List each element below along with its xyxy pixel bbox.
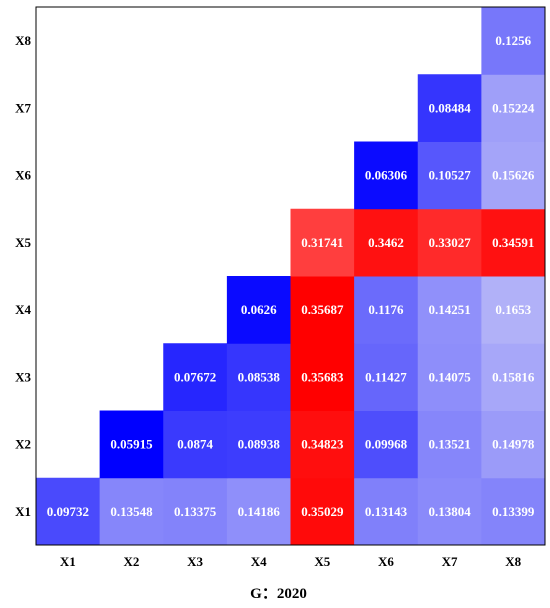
cell-value-label: 0.13375 — [174, 504, 217, 519]
cell-value-label: 0.1653 — [495, 302, 531, 317]
heatmap-cell-x8-x5 — [481, 208, 546, 277]
x-axis-label: G：2020 — [250, 586, 307, 602]
cell-value-label: 0.3462 — [368, 235, 404, 250]
y-tick-label: X1 — [15, 504, 31, 519]
cell-value-label: 0.09968 — [365, 437, 408, 452]
cell-value-label: 0.13399 — [492, 504, 535, 519]
y-tick-label: X7 — [15, 100, 31, 115]
heatmap-cell-x6-x3 — [354, 343, 419, 411]
cell-value-label: 0.15816 — [492, 369, 535, 384]
cell-value-label: 0.09732 — [47, 504, 89, 519]
cell-value-label: 0.13548 — [110, 504, 153, 519]
heatmap-cell-x3-x1 — [163, 477, 228, 546]
cell-value-label: 0.33027 — [428, 235, 471, 250]
plot-frame — [35, 6, 546, 546]
cell-value-label: 0.14186 — [238, 504, 281, 519]
x-tick-label: X5 — [314, 554, 330, 569]
x-tick-label: X1 — [60, 554, 76, 569]
cell-value-label: 0.14075 — [428, 369, 471, 384]
heatmap-cell-x5-x1 — [290, 477, 355, 546]
x-tick-label: X4 — [251, 554, 267, 569]
cell-value-label: 0.31741 — [301, 235, 343, 250]
heatmap-cell-x8-x4 — [481, 276, 546, 344]
heatmap-cell-x5-x4 — [290, 276, 355, 344]
heatmap-cell-x7-x1 — [417, 477, 482, 546]
heatmap-cell-x6-x4 — [354, 276, 419, 344]
cell-value-label: 0.08484 — [428, 100, 471, 115]
y-tick-label: X4 — [15, 302, 31, 317]
x-tick-label: X2 — [123, 554, 139, 569]
cell-value-label: 0.10527 — [428, 168, 471, 183]
cell-value-label: 0.14978 — [492, 437, 535, 452]
heatmap-cell-x5-x2 — [290, 410, 355, 479]
x-tick-label: X7 — [442, 554, 458, 569]
heatmap-cell-x8-x6 — [481, 141, 546, 210]
heatmap-cell-x7-x6 — [417, 141, 482, 210]
heatmap-cell-x8-x2 — [481, 410, 546, 479]
cell-value-label: 0.11427 — [365, 369, 407, 384]
cell-value-label: 0.13143 — [365, 504, 408, 519]
cell-value-label: 0.15626 — [492, 168, 535, 183]
x-axis-ticks: X1 X2 X3 X4 X5 X6 X7 X8 — [60, 554, 522, 569]
heatmap-cell-x3-x2 — [163, 410, 228, 479]
heatmap-cell-x6-x6 — [354, 141, 419, 210]
cell-value-label: 0.35683 — [301, 369, 344, 384]
heatmap-cell-labels: 0.09732 0.13548 0.13375 0.14186 0.35029 0.131… — [47, 33, 535, 519]
heatmap-cell-x4-x2 — [226, 410, 291, 479]
cell-value-label: 0.08938 — [238, 437, 281, 452]
heatmap-cell-x7-x5 — [417, 208, 482, 277]
heatmap-cell-x6-x5 — [354, 208, 419, 277]
cell-value-label: 0.13521 — [428, 437, 470, 452]
heatmap-cell-x4-x3 — [226, 343, 291, 411]
heatmap-cell-x8-x1 — [481, 477, 546, 546]
cell-value-label: 0.06306 — [365, 168, 408, 183]
cell-value-label: 0.14251 — [428, 302, 470, 317]
heatmap-cell-x7-x4 — [417, 276, 482, 344]
heatmap-cell-x7-x7 — [417, 74, 482, 142]
heatmap-cell-x1-x1 — [36, 477, 101, 546]
heatmap-cell-x6-x1 — [354, 477, 419, 546]
x-tick-label: X3 — [187, 554, 203, 569]
cell-value-label: 0.0874 — [177, 437, 213, 452]
heatmap-cell-x4-x1 — [226, 477, 291, 546]
cell-value-label: 0.08538 — [238, 369, 281, 384]
x-tick-label: X8 — [505, 554, 521, 569]
heatmap-cell-x6-x2 — [354, 410, 419, 479]
heatmap-cell-x8-x3 — [481, 343, 546, 411]
cell-value-label: 0.13804 — [428, 504, 471, 519]
cell-value-label: 0.35687 — [301, 302, 344, 317]
y-tick-label: X3 — [15, 369, 31, 384]
cell-value-label: 0.34591 — [492, 235, 534, 250]
cell-value-label: 0.34823 — [301, 437, 344, 452]
heatmap-cell-x2-x2 — [99, 410, 164, 479]
heatmap-cell-x5-x3 — [290, 343, 355, 411]
cell-value-label: 0.07672 — [174, 369, 216, 384]
heatmap-cells — [36, 7, 546, 546]
heatmap-cell-x8-x7 — [481, 74, 546, 142]
cell-value-label: 0.15224 — [492, 100, 535, 115]
heatmap-cell-x4-x4 — [226, 276, 291, 344]
heatmap-cell-x2-x1 — [99, 477, 164, 546]
y-tick-label: X5 — [15, 235, 31, 250]
cell-value-label: 0.05915 — [110, 437, 153, 452]
y-tick-label: X2 — [15, 437, 31, 452]
cell-value-label: 0.1256 — [495, 33, 531, 48]
y-axis-ticks: X1 X2 X3 X4 X5 X6 X7 X8 — [15, 33, 31, 519]
cell-value-label: 0.35029 — [301, 504, 344, 519]
heatmap-cell-x7-x2 — [417, 410, 482, 479]
heatmap-cell-x8-x8 — [481, 7, 546, 75]
heatmap-cell-x7-x3 — [417, 343, 482, 411]
heatmap-cell-x5-x5 — [290, 208, 355, 277]
y-tick-label: X8 — [15, 33, 31, 48]
cell-value-label: 0.1176 — [368, 302, 404, 317]
x-tick-label: X6 — [378, 554, 394, 569]
cell-value-label: 0.0626 — [241, 302, 277, 317]
y-tick-label: X6 — [15, 168, 31, 183]
heatmap-cell-x3-x3 — [163, 343, 228, 411]
